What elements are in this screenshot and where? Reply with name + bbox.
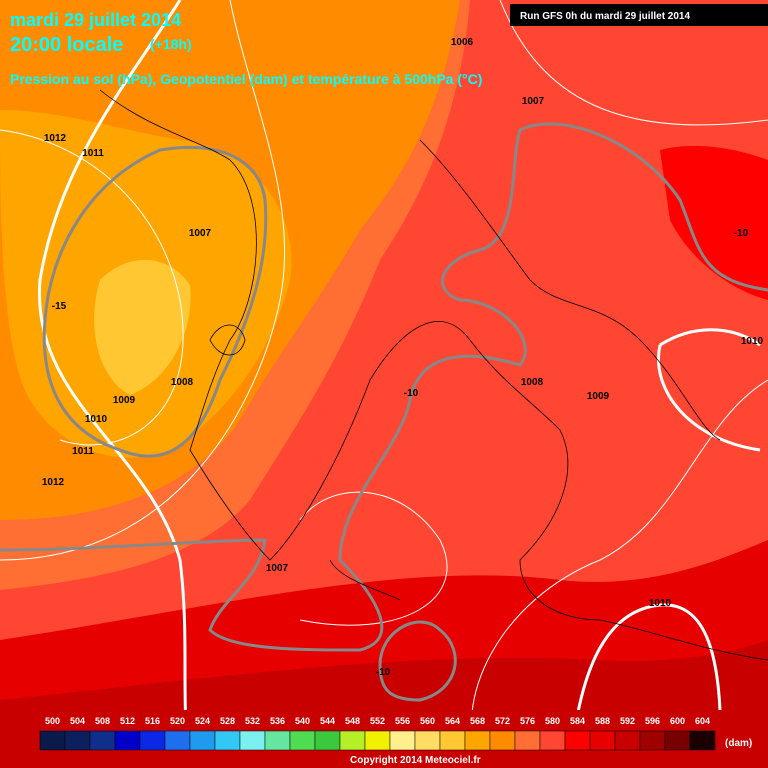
isobar-label: 1009 [587, 391, 610, 402]
color-swatch [139, 730, 166, 751]
zone-564 [94, 259, 191, 395]
isobar-label: 1007 [266, 563, 289, 574]
color-swatch [39, 730, 66, 751]
color-swatch [464, 730, 491, 751]
isobar-label: 1006 [451, 37, 474, 48]
colorbar-label: 532 [245, 716, 260, 726]
colorbar: 500 504 508 512 516 520 524 528 532 536 540 544 548 5… [0, 710, 768, 768]
date: mardi 29 juillet 2014 [10, 10, 181, 30]
isobar-1013 [37, 0, 192, 768]
time: 20:00 locale [10, 34, 123, 56]
color-swatch [689, 730, 716, 751]
isobar-label: 1011 [82, 148, 104, 159]
color-swatch [564, 730, 591, 751]
colorbar-label: 552 [370, 716, 385, 726]
isotherms [0, 122, 768, 702]
colorbar-label: 588 [595, 716, 610, 726]
colorbar-label: 580 [545, 716, 560, 726]
color-swatch [339, 730, 366, 751]
colorbar-label: 512 [120, 716, 135, 726]
color-swatch [614, 730, 641, 751]
colorbar-label: 528 [220, 716, 235, 726]
colorbar-label: 536 [270, 716, 285, 726]
colorbar-label: 540 [295, 716, 310, 726]
isobar-label: -10 [404, 388, 419, 399]
colorbar-label: 504 [70, 716, 85, 726]
color-swatch [89, 730, 116, 751]
isobar-label: 1009 [113, 395, 136, 406]
color-swatch [239, 730, 266, 751]
colorbar-label: 604 [695, 716, 710, 726]
color-swatch [639, 730, 666, 751]
color-swatch [214, 730, 241, 751]
colorbar-label: 548 [345, 716, 360, 726]
isobar-label: 1008 [521, 377, 544, 388]
color-swatch [264, 730, 291, 751]
colorbar-label: 500 [45, 716, 60, 726]
colorbar-label: 596 [645, 716, 660, 726]
isobar-label: 1007 [522, 96, 545, 107]
color-swatch [489, 730, 516, 751]
color-swatch [414, 730, 441, 751]
colorbar-label: 564 [445, 716, 460, 726]
run-box [510, 4, 768, 26]
color-swatch [164, 730, 191, 751]
colorbar-label: 524 [195, 716, 210, 726]
colorbar-unit: (dam) [725, 738, 752, 749]
isobar-label: 1011 [72, 446, 94, 457]
colorbar-label: 572 [495, 716, 510, 726]
map-labels: 1012 1011 1007 1006 1007 -10 1010 -15 1008 1009 10… [42, 37, 764, 678]
subtitle: Pression au sol (hPa), Geopotentiel (dam… [10, 71, 482, 87]
colorbar-label: 592 [620, 716, 635, 726]
colorbar-label: 560 [420, 716, 435, 726]
colorbar-label: 508 [95, 716, 110, 726]
isobar-label: -10 [734, 228, 749, 239]
zone-584 [660, 145, 768, 300]
color-swatch [389, 730, 416, 751]
isobar-label: 1012 [44, 133, 67, 144]
color-swatch [439, 730, 466, 751]
colorbar-label: 544 [320, 716, 335, 726]
isobar-label: -15 [52, 301, 67, 312]
color-swatch [664, 730, 691, 751]
colorbar-label: 556 [395, 716, 410, 726]
color-swatch [189, 730, 216, 751]
colorbar-label: 576 [520, 716, 535, 726]
isobar-label: 1007 [189, 228, 212, 239]
color-swatch [114, 730, 141, 751]
isobar-label: 1010 [649, 598, 672, 609]
isobar-label: -10 [376, 667, 391, 678]
color-swatch [289, 730, 316, 751]
run-label: Run GFS 0h du mardi 29 juillet 2014 [520, 11, 690, 22]
isobar-label: 1008 [171, 377, 194, 388]
color-swatch [539, 730, 566, 751]
colorbar-label: 520 [170, 716, 185, 726]
colorbar-label: 516 [145, 716, 160, 726]
color-swatch [364, 730, 391, 751]
isobar-1010 [568, 603, 723, 768]
color-swatch [314, 730, 341, 751]
lead: (+18h) [150, 36, 192, 52]
isobar-label: 1010 [741, 336, 764, 347]
colorbar-label: 568 [470, 716, 485, 726]
color-swatch [589, 730, 616, 751]
isobar-label: 1010 [85, 414, 108, 425]
colorbar-label: 584 [570, 716, 585, 726]
copyright: Copyright 2014 Meteociel.fr [350, 755, 481, 766]
isobar-label: 1012 [42, 477, 65, 488]
colorbar-label: 600 [670, 716, 685, 726]
color-swatch [514, 730, 541, 751]
color-swatch [64, 730, 91, 751]
